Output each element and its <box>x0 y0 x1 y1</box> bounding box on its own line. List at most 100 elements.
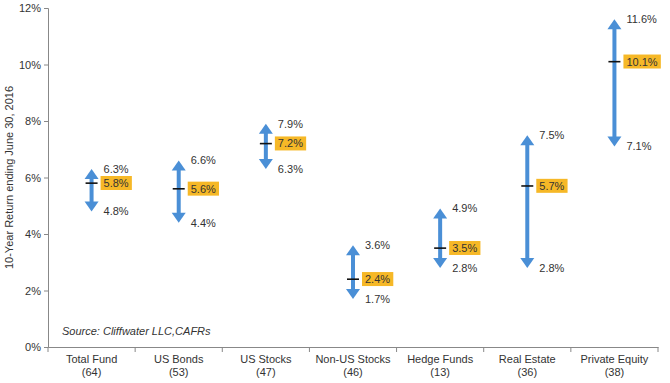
x-axis: Total Fund(64) US Bonds(53) US Stocks(47) N… <box>48 347 659 378</box>
low-label: 7.1% <box>626 140 651 152</box>
high-label: 11.6% <box>626 13 657 25</box>
high-label: 6.3% <box>104 163 129 175</box>
range-low-head <box>85 201 99 211</box>
y-tick-label: 6% <box>25 172 41 184</box>
range-high-head <box>433 209 447 219</box>
range-shaft <box>612 28 616 137</box>
median-mark <box>260 143 272 145</box>
range-high-head <box>259 124 273 134</box>
range-shaft <box>264 133 268 160</box>
x-tick: Total Fund(64) <box>66 347 117 378</box>
x-tick-label: Hedge Funds(13) <box>407 353 474 378</box>
data-labels: 6.3% 4.8% 5.8% 6.6% 4.4% 5.6% 7.9% 6.3% 7.2% 3.6%… <box>101 13 661 305</box>
x-tick-label-line: (46) <box>343 366 363 378</box>
low-label: 4.8% <box>104 205 129 217</box>
high-label: 4.9% <box>452 202 477 214</box>
range-high-head <box>346 245 360 255</box>
x-tick-label-line: US Stocks <box>240 353 292 365</box>
median-label: 5.6% <box>191 183 216 195</box>
range-high-head <box>520 135 534 145</box>
median-label-box <box>623 55 660 69</box>
median-mark <box>434 247 446 249</box>
range-shaft <box>525 144 529 259</box>
y-tick-label: 2% <box>25 285 41 297</box>
range-high-head <box>172 161 186 171</box>
y-tick: 8% <box>25 115 48 127</box>
high-label: 3.6% <box>365 239 390 251</box>
median-mark <box>86 182 98 184</box>
y-tick-label: 8% <box>25 115 41 127</box>
marks <box>85 19 622 299</box>
median-label: 7.2% <box>278 137 303 149</box>
x-tick-label-line: Private Equity <box>580 353 648 365</box>
x-axis-line <box>49 347 659 348</box>
x-tick-label-line: US Bonds <box>154 353 204 365</box>
y-tick: 6% <box>25 172 48 184</box>
high-label: 7.9% <box>278 118 303 130</box>
x-tick-label-line: Total Fund <box>66 353 117 365</box>
median-label: 5.7% <box>539 180 564 192</box>
x-tick-label: Real Estate(36) <box>499 353 556 378</box>
range-shaft <box>177 170 181 214</box>
median-label: 3.5% <box>452 242 477 254</box>
y-tick-mark <box>44 291 48 292</box>
x-tick-label: Private Equity(38) <box>580 353 648 378</box>
range-shaft <box>351 254 355 290</box>
x-tick-label-line: Hedge Funds <box>407 353 474 365</box>
category-divider <box>222 347 223 352</box>
x-tick-label-line: (13) <box>430 366 450 378</box>
x-tick: Hedge Funds(13) <box>407 347 474 378</box>
x-tick-label: US Bonds(53) <box>154 353 204 378</box>
median-mark <box>521 185 533 187</box>
low-label: 6.3% <box>278 163 303 175</box>
range-low-head <box>346 289 360 299</box>
y-tick: 0% <box>25 341 48 353</box>
y-tick: 10% <box>19 59 48 71</box>
range-low-head <box>607 136 621 146</box>
low-label: 4.4% <box>191 217 216 229</box>
category-divider <box>48 347 49 352</box>
x-tick-label: Total Fund(64) <box>66 353 117 378</box>
x-tick-label-line: Real Estate <box>499 353 556 365</box>
x-tick: Private Equity(38) <box>580 347 648 378</box>
median-label-box <box>188 182 219 196</box>
x-tick-label-line: Non-US Stocks <box>315 353 391 365</box>
range-high-head <box>85 169 99 179</box>
y-axis-title: 10-Year Return ending June 30, 2016 <box>3 86 15 269</box>
x-tick-label: US Stocks(47) <box>240 353 292 378</box>
chart: 0%2%4%6%8%10%12%Total Fund(64)US Bonds(5… <box>0 0 670 383</box>
x-tick-label: Non-US Stocks(46) <box>315 353 391 378</box>
x-tick-label-line: (64) <box>82 366 102 378</box>
median-label: 5.8% <box>104 177 129 189</box>
x-tick-label-line: (53) <box>169 366 189 378</box>
median-label: 2.4% <box>365 273 390 285</box>
category-divider <box>658 347 659 352</box>
range-low-head <box>259 159 273 169</box>
range-low-head <box>433 258 447 268</box>
high-label: 7.5% <box>539 129 564 141</box>
x-tick: US Bonds(53) <box>154 347 204 378</box>
x-tick: US Stocks(47) <box>240 347 292 378</box>
y-tick-label: 0% <box>25 341 41 353</box>
category-divider <box>396 347 397 352</box>
y-tick-mark <box>44 8 48 9</box>
y-tick-mark <box>44 121 48 122</box>
range-low-head <box>520 258 534 268</box>
category-divider <box>135 347 136 352</box>
y-tick-mark <box>44 347 48 348</box>
y-tick: 12% <box>19 2 48 14</box>
median-label-box <box>362 272 393 286</box>
range-high-head <box>607 19 621 29</box>
y-tick: 2% <box>25 285 48 297</box>
x-tick-label-line: (38) <box>605 366 625 378</box>
x-tick: Real Estate(36) <box>499 347 556 378</box>
category-divider <box>309 347 310 352</box>
median-mark <box>347 278 359 280</box>
y-tick-label: 12% <box>19 2 41 14</box>
x-tick-label-line: (47) <box>256 366 276 378</box>
y-tick-label: 10% <box>19 59 41 71</box>
y-axis: 0%2%4%6%8%10%12% <box>19 2 49 353</box>
median-label-box <box>275 136 306 150</box>
high-label: 6.6% <box>191 154 216 166</box>
y-tick-mark <box>44 65 48 66</box>
